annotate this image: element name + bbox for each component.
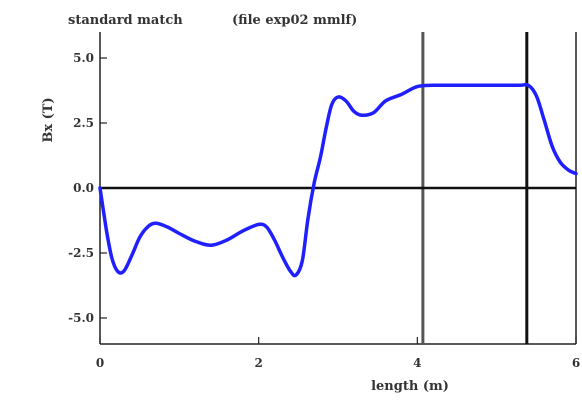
axis-ticks: 5.0 2.5 0.0 -2.5 -5.0 0 2 4 6 bbox=[68, 51, 580, 370]
y-tick-label: -2.5 bbox=[68, 246, 94, 260]
x-axis-label: length (m) bbox=[371, 379, 449, 394]
x-tick-label: 6 bbox=[572, 356, 580, 370]
series-line bbox=[98, 82, 578, 278]
x-tick-label: 0 bbox=[96, 356, 104, 370]
y-tick-label: -5.0 bbox=[68, 311, 94, 325]
x-tick-label: 2 bbox=[254, 356, 262, 370]
y-tick-label: 0.0 bbox=[73, 181, 94, 195]
y-axis-label: Bx (T) bbox=[41, 97, 56, 142]
chart-title: standard match bbox=[68, 13, 183, 28]
y-tick-label: 5.0 bbox=[73, 51, 94, 65]
chart-subtitle: (file exp02 mmlf) bbox=[232, 13, 357, 28]
x-tick-label: 4 bbox=[413, 356, 421, 370]
y-tick-label: 2.5 bbox=[73, 116, 94, 130]
series-group bbox=[98, 82, 578, 278]
